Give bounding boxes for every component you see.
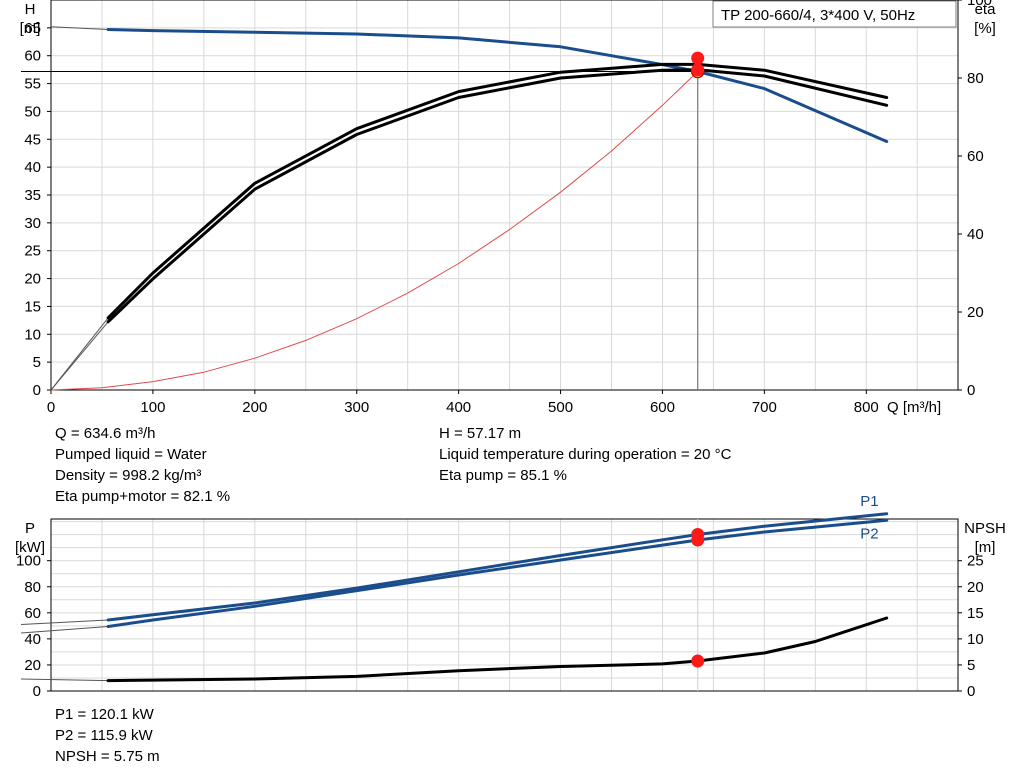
- y2-tick-label: 0: [967, 382, 975, 399]
- y-axis-unit: [kW]: [15, 539, 45, 556]
- series-extension-line: [50, 26, 109, 30]
- x-tick-label: 500: [548, 399, 573, 416]
- y-tick-label: 10: [24, 326, 41, 343]
- series-line: [106, 62, 889, 320]
- series-line-p2: [106, 518, 889, 628]
- y2-tick-label: 0: [967, 683, 975, 700]
- series-extension-line: [20, 619, 109, 625]
- info-p1: P1 = 120.1 kW: [55, 706, 154, 723]
- series-label-p2: P2: [860, 525, 878, 542]
- y2-tick-label: 5: [967, 657, 975, 674]
- y2-tick-label: 20: [967, 579, 984, 596]
- y-tick-label: 40: [24, 159, 41, 176]
- info-density: Density = 998.2 kg/m³: [55, 467, 202, 484]
- y-tick-label: 65: [24, 20, 41, 37]
- series-extension-line: [20, 626, 109, 634]
- series-line-p1: [106, 512, 889, 622]
- y-tick-label: 60: [24, 605, 41, 622]
- y2-axis-label: NPSH: [964, 520, 1006, 537]
- y-axis-label: P: [25, 520, 35, 537]
- info-block-right: H = 57.17 m Liquid temperature during op…: [439, 423, 731, 486]
- y-tick-label: 80: [24, 579, 41, 596]
- y2-tick-label: 40: [967, 226, 984, 243]
- y2-axis-unit: [m]: [975, 539, 996, 556]
- duty-point-marker: [691, 654, 705, 668]
- y-tick-label: 15: [24, 298, 41, 315]
- y-axis-unit: [m]: [20, 20, 41, 37]
- series-line: [106, 68, 889, 324]
- info-p2: P2 = 115.9 kW: [55, 727, 153, 744]
- y2-tick-label: 80: [967, 70, 984, 87]
- series-extension-line: [50, 321, 109, 391]
- y-tick-label: 20: [24, 657, 41, 674]
- x-tick-label: 800: [854, 399, 879, 416]
- y-tick-label: 5: [33, 354, 41, 371]
- series-extension-line: [20, 678, 109, 682]
- series-line: [50, 71, 699, 391]
- info-head: H = 57.17 m: [439, 425, 522, 442]
- duty-point-marker: [691, 51, 705, 65]
- info-npsh: NPSH = 5.75 m: [55, 748, 160, 765]
- bottom-chart: 0 20 40 60 80 100 0 5 10 15 20 25 P [kW] NPSH [m] P1 P2: [15, 493, 1006, 700]
- info-flow: Q = 634.6 m³/h: [55, 425, 156, 442]
- series-label-p1: P1: [860, 493, 878, 510]
- x-tick-label: 200: [242, 399, 267, 416]
- y-tick-label: 40: [24, 631, 41, 648]
- x-tick-label: 400: [446, 399, 471, 416]
- info-eta-pump: Eta pump = 85.1 %: [439, 467, 567, 484]
- chart-title: TP 200-660/4, 3*400 V, 50Hz: [721, 7, 915, 24]
- y-tick-label: 45: [24, 131, 41, 148]
- series-line: [106, 28, 889, 143]
- y2-tick-label: 25: [967, 553, 984, 570]
- y2-tick-label: 10: [967, 631, 984, 648]
- y-tick-label: 0: [33, 683, 41, 700]
- info-liquid: Pumped liquid = Water: [55, 446, 207, 463]
- y-tick-label: 30: [24, 215, 41, 232]
- y-tick-label: 25: [24, 243, 41, 260]
- info-block-bottom: P1 = 120.1 kW P2 = 115.9 kW NPSH = 5.75 …: [55, 704, 160, 767]
- duty-point-marker: [691, 63, 705, 77]
- y-tick-label: 100: [16, 553, 41, 570]
- title-box: [712, 0, 957, 28]
- x-tick-label: 100: [140, 399, 165, 416]
- y-tick-label: 55: [24, 76, 41, 93]
- plot-frame: [50, 518, 959, 692]
- y2-tick-label: 20: [967, 304, 984, 321]
- y-tick-label: 20: [24, 271, 41, 288]
- y2-axis-label: eta: [975, 1, 997, 18]
- x-tick-label: 600: [650, 399, 675, 416]
- series-line: [106, 616, 889, 683]
- x-tick-label: 0: [47, 399, 55, 416]
- y2-tick-label: 100: [967, 0, 992, 9]
- y-tick-label: 35: [24, 187, 41, 204]
- x-tick-label: 700: [752, 399, 777, 416]
- duty-point-marker: [691, 533, 705, 547]
- y-tick-label: 50: [24, 103, 41, 120]
- info-eta-pump-motor: Eta pump+motor = 82.1 %: [55, 488, 231, 505]
- x-axis-label: Q [m³/h]: [887, 399, 941, 416]
- top-chart: 0 5 10 15 20 25 30 35 40 45 50 55 60 65 0 20 40 60 80 100 0 1…: [20, 0, 997, 416]
- info-block-left: Q = 634.6 m³/h Pumped liquid = Water Den…: [55, 423, 230, 507]
- y-tick-label: 0: [33, 382, 41, 399]
- y2-tick-label: 15: [967, 605, 984, 622]
- y2-axis-unit: [%]: [974, 20, 996, 37]
- y2-tick-label: 60: [967, 148, 984, 165]
- y-axis-label: H: [25, 1, 36, 18]
- x-tick-label: 300: [344, 399, 369, 416]
- info-liquid-temperature: Liquid temperature during operation = 20…: [439, 446, 732, 463]
- y-tick-label: 60: [24, 48, 41, 65]
